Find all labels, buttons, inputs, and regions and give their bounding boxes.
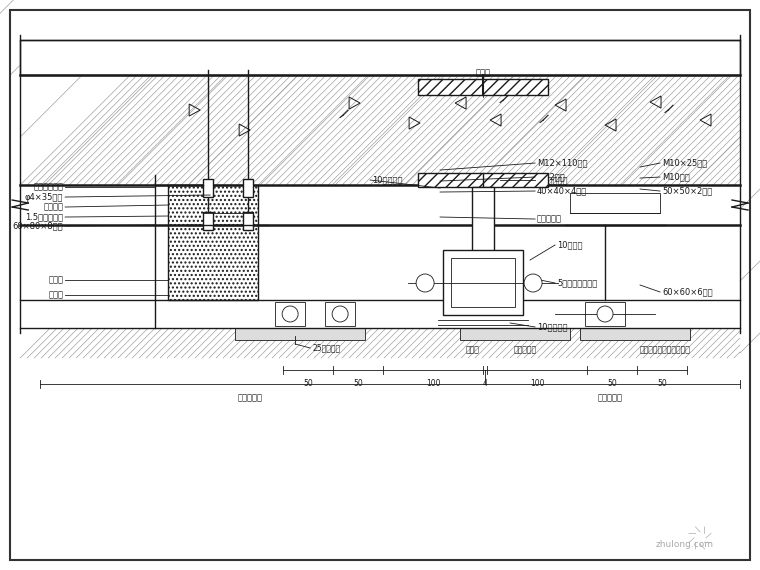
Bar (472, 187, 494, 255)
Text: 泡沫条填充: 泡沫条填充 (514, 345, 537, 355)
Bar (203, 179, 213, 197)
Bar (418, 79, 548, 95)
Circle shape (524, 274, 542, 292)
Text: 50: 50 (607, 379, 617, 388)
Text: 拉帕钉: 拉帕钉 (48, 275, 63, 284)
Text: 预埋件: 预埋件 (476, 68, 490, 78)
Text: 尺寸控制线: 尺寸控制线 (597, 393, 622, 402)
Bar (585, 302, 625, 326)
Bar (243, 179, 253, 197)
Text: 环氧丁脸石材贴面密封胶: 环氧丁脸石材贴面密封胶 (640, 345, 691, 355)
Text: 50×50×2坠片: 50×50×2坠片 (662, 186, 712, 196)
Text: 土建结构边线: 土建结构边线 (33, 182, 63, 192)
Text: 50: 50 (657, 379, 667, 388)
Bar (235, 328, 365, 340)
Text: 尺寸控制线: 尺寸控制线 (238, 393, 263, 402)
Bar (570, 193, 660, 213)
Text: 10厘连接件: 10厘连接件 (537, 176, 568, 185)
Bar (460, 328, 570, 340)
Bar (451, 258, 515, 307)
Text: 4: 4 (483, 379, 487, 388)
Circle shape (282, 306, 298, 322)
Text: 防火胶: 防火胶 (48, 291, 63, 299)
Text: zhulong.com: zhulong.com (656, 540, 714, 549)
Circle shape (597, 306, 613, 322)
Bar (325, 302, 355, 326)
Text: M10肆母: M10肆母 (662, 173, 690, 181)
Text: 防火岩棉: 防火岩棉 (43, 202, 63, 211)
Text: 40×40×4坠片: 40×40×4坠片 (537, 186, 587, 196)
Text: 10厚橡盖板: 10厚橡盖板 (537, 323, 568, 332)
Text: 嵌缝胶: 嵌缝胶 (465, 345, 479, 355)
Bar (580, 328, 690, 340)
Text: 5厚钙板携接芯套: 5厚钙板携接芯套 (557, 279, 597, 287)
Bar (203, 212, 213, 230)
Text: 100: 100 (530, 379, 544, 388)
Text: 10厘连接件: 10厘连接件 (372, 176, 403, 185)
Bar (275, 302, 305, 326)
Bar (21, 75, 740, 328)
Circle shape (416, 274, 434, 292)
Text: M12×110肆丝: M12×110肆丝 (537, 158, 587, 168)
Bar (243, 212, 253, 230)
Bar (443, 250, 523, 315)
Text: M10×25肆坠: M10×25肆坠 (662, 158, 708, 168)
Text: φ4×35射钉: φ4×35射钉 (25, 193, 63, 202)
Text: 100: 100 (426, 379, 440, 388)
Text: 1.5厚防火墙局: 1.5厚防火墙局 (25, 213, 63, 222)
Bar (168, 185, 258, 300)
Circle shape (332, 306, 348, 322)
Text: 25厚象山石: 25厚象山石 (312, 344, 340, 352)
Text: 60×60×6角钟: 60×60×6角钟 (662, 287, 713, 296)
Text: 10号槽钙: 10号槽钙 (557, 241, 583, 250)
Bar (418, 173, 548, 187)
Bar (21, 75, 740, 185)
Bar (21, 185, 740, 225)
Text: 50: 50 (303, 379, 313, 388)
Text: 60×80×8角钟: 60×80×8角钟 (13, 222, 63, 230)
Bar (21, 40, 740, 75)
Text: M12肆母: M12肆母 (537, 173, 565, 181)
Bar (21, 300, 740, 328)
Text: 50: 50 (353, 379, 363, 388)
Text: 不锈钙挂件: 不锈钙挂件 (537, 214, 562, 223)
